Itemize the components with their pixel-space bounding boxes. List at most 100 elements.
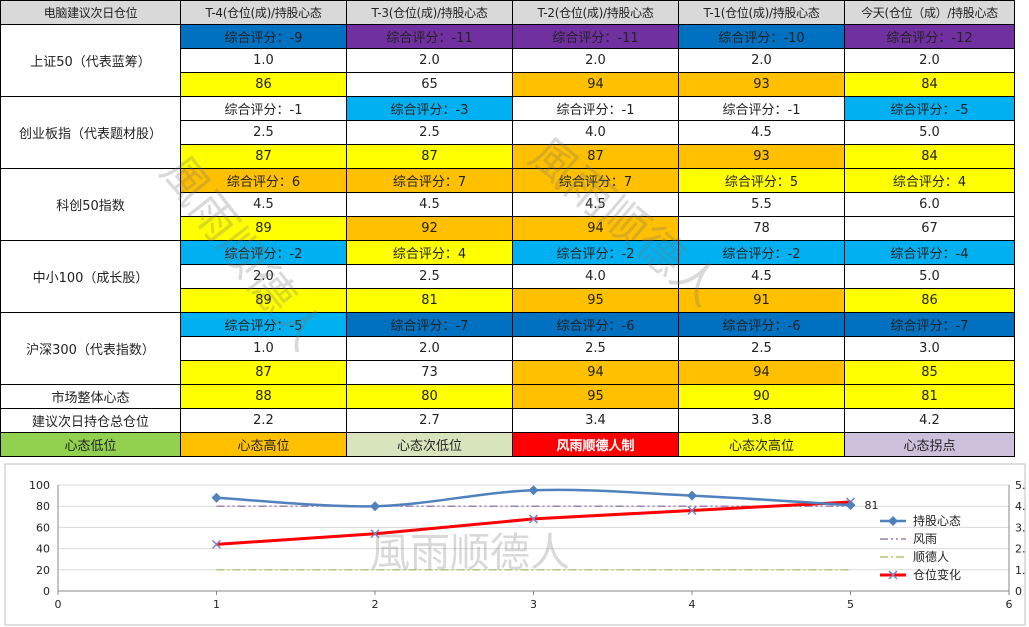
position-cell: 5.0 xyxy=(844,120,1015,145)
corner-cell: 电脑建议次日仓位 xyxy=(0,0,181,25)
position-cell: 4.5 xyxy=(678,120,845,145)
legend-label: 顺德人 xyxy=(913,549,949,564)
legend-marker xyxy=(888,516,898,526)
score-cell: 综合评分：4 xyxy=(346,240,513,265)
mood-row: 89 92 94 78 67 xyxy=(1,216,1015,241)
mood-row: 89 81 95 91 86 xyxy=(1,288,1015,313)
y2-tick-label: 0 xyxy=(1015,585,1022,598)
y-tick-label: 100 xyxy=(29,479,50,492)
overall-cell: 95 xyxy=(512,384,679,409)
advice-cell: 2.7 xyxy=(346,408,513,433)
diamond-marker xyxy=(845,500,856,511)
mood-cell: 93 xyxy=(678,144,845,169)
score-row: 上证50（代表蓝筹） 综合评分：-9 综合评分：-11 综合评分：-11 综合评分：-1… xyxy=(0,24,1015,97)
column-header: T-4(仓位(成)/持股心态 xyxy=(180,0,347,25)
advice-label: 建议次日持仓总仓位 xyxy=(0,408,181,433)
mood-cell: 84 xyxy=(844,72,1015,97)
x-tick-label: 4 xyxy=(689,598,696,611)
score-cell: 综合评分：6 xyxy=(180,168,347,193)
mood-cell: 86 xyxy=(180,72,347,97)
mood-cell: 92 xyxy=(346,216,513,241)
score-cell: 综合评分：-2 xyxy=(180,240,347,265)
position-cell: 2.5 xyxy=(346,120,513,145)
x-marker xyxy=(687,505,697,515)
position-cell: 4.5 xyxy=(678,264,845,289)
y-tick-label: 40 xyxy=(36,543,50,556)
mood-cell: 94 xyxy=(678,360,845,385)
index-name: 科创50指数 xyxy=(0,168,181,241)
score-cell: 综合评分：4 xyxy=(844,168,1015,193)
mood-cell: 93 xyxy=(678,72,845,97)
mood-cell: 78 xyxy=(678,216,845,241)
mood-cell: 67 xyxy=(844,216,1015,241)
x-tick-label: 6 xyxy=(1006,598,1013,611)
position-cell: 4.5 xyxy=(346,192,513,217)
position-cell: 2.5 xyxy=(678,336,845,361)
advice-cell: 2.2 xyxy=(180,408,347,433)
y2-tick-label: 5. xyxy=(1015,479,1026,492)
score-cell: 综合评分：-1 xyxy=(180,96,347,121)
advice-cell: 4.2 xyxy=(844,408,1015,433)
mood-cell: 84 xyxy=(844,144,1015,169)
header-row: 电脑建议次日仓位 T-4(仓位(成)/持股心态 T-3(仓位(成)/持股心态 T-2(… xyxy=(0,0,1015,25)
score-cell: 综合评分：-1 xyxy=(678,96,845,121)
overall-cell: 88 xyxy=(180,384,347,409)
position-cell: 5.5 xyxy=(678,192,845,217)
score-cell: 综合评分：-11 xyxy=(346,24,513,49)
diamond-marker xyxy=(211,492,222,503)
score-row: 中小100（成长股） 综合评分：-2 综合评分：4 综合评分：-2 综合评分：-2 综合评… xyxy=(0,240,1015,313)
score-cell: 综合评分：-2 xyxy=(512,240,679,265)
position-row: 1.0 2.0 2.0 2.0 2.0 xyxy=(1,48,1015,73)
score-cell: 综合评分：-4 xyxy=(844,240,1015,265)
position-cell: 1.0 xyxy=(180,336,347,361)
legend-row: 心态低位 心态高位 心态次低位 风雨顺德人制 心态次高位 心态拐点 xyxy=(0,432,1015,457)
position-cell: 2.0 xyxy=(678,48,845,73)
mood-row: 87 87 87 93 84 xyxy=(1,144,1015,169)
y2-tick-label: 1. xyxy=(1015,564,1026,577)
mood-cell: 85 xyxy=(844,360,1015,385)
position-row: 4.5 4.5 4.5 5.5 6.0 xyxy=(1,192,1015,217)
overall-cell: 90 xyxy=(678,384,845,409)
position-cell: 2.0 xyxy=(346,48,513,73)
index-name: 中小100（成长股） xyxy=(0,240,181,313)
mood-cell: 91 xyxy=(678,288,845,313)
x-marker xyxy=(211,539,222,549)
legend-cell: 心态次低位 xyxy=(346,432,513,457)
score-cell: 综合评分：-6 xyxy=(678,312,845,337)
position-cell: 4.0 xyxy=(512,120,679,145)
x-tick-label: 0 xyxy=(55,598,62,611)
index-name: 上证50（代表蓝筹） xyxy=(0,24,181,97)
x-marker xyxy=(370,529,380,539)
mood-cell: 94 xyxy=(512,216,679,241)
legend-cell: 心态高位 xyxy=(180,432,347,457)
score-cell: 综合评分：-5 xyxy=(844,96,1015,121)
sentiment-chart: 0 20 40 60 80 100 0 1. 2. 3. 4. 5. 0 1 2 3 4 5 6 81 持股心态风雨顺德… xyxy=(4,463,1026,626)
legend-cell: 心态低位 xyxy=(0,432,181,457)
diamond-marker xyxy=(528,485,539,496)
score-cell: 综合评分：-11 xyxy=(512,24,679,49)
y-tick-label: 20 xyxy=(36,564,50,577)
score-cell: 综合评分：-1 xyxy=(512,96,679,121)
mood-cell: 81 xyxy=(346,288,513,313)
legend-cell: 风雨顺德人制 xyxy=(512,432,679,457)
overall-label: 市场整体心态 xyxy=(0,384,181,409)
position-cell: 4.5 xyxy=(512,192,679,217)
score-cell: 综合评分：-6 xyxy=(512,312,679,337)
position-cell: 2.0 xyxy=(346,336,513,361)
position-cell: 2.0 xyxy=(512,48,679,73)
position-cell: 2.5 xyxy=(346,264,513,289)
score-cell: 综合评分：-12 xyxy=(844,24,1015,49)
position-row: 2.5 2.5 4.0 4.5 5.0 xyxy=(1,120,1015,145)
chart-frame xyxy=(4,463,1026,626)
score-cell: 综合评分：7 xyxy=(346,168,513,193)
column-header: 今天(仓位（成）/持股心态 xyxy=(844,0,1015,25)
mood-cell: 87 xyxy=(346,144,513,169)
mood-cell: 86 xyxy=(844,288,1015,313)
legend-label: 仓位变化 xyxy=(913,567,961,582)
score-cell: 综合评分：-3 xyxy=(346,96,513,121)
column-header: T-1(仓位(成)/持股心态 xyxy=(678,0,845,25)
score-cell: 综合评分：-2 xyxy=(678,240,845,265)
chart-area: 0 20 40 60 80 100 0 1. 2. 3. 4. 5. 0 1 2 3 4 5 6 81 持股心态 风雨 顺德… xyxy=(4,463,1028,627)
position-cell: 4.5 xyxy=(180,192,347,217)
legend-cell: 心态次高位 xyxy=(678,432,845,457)
